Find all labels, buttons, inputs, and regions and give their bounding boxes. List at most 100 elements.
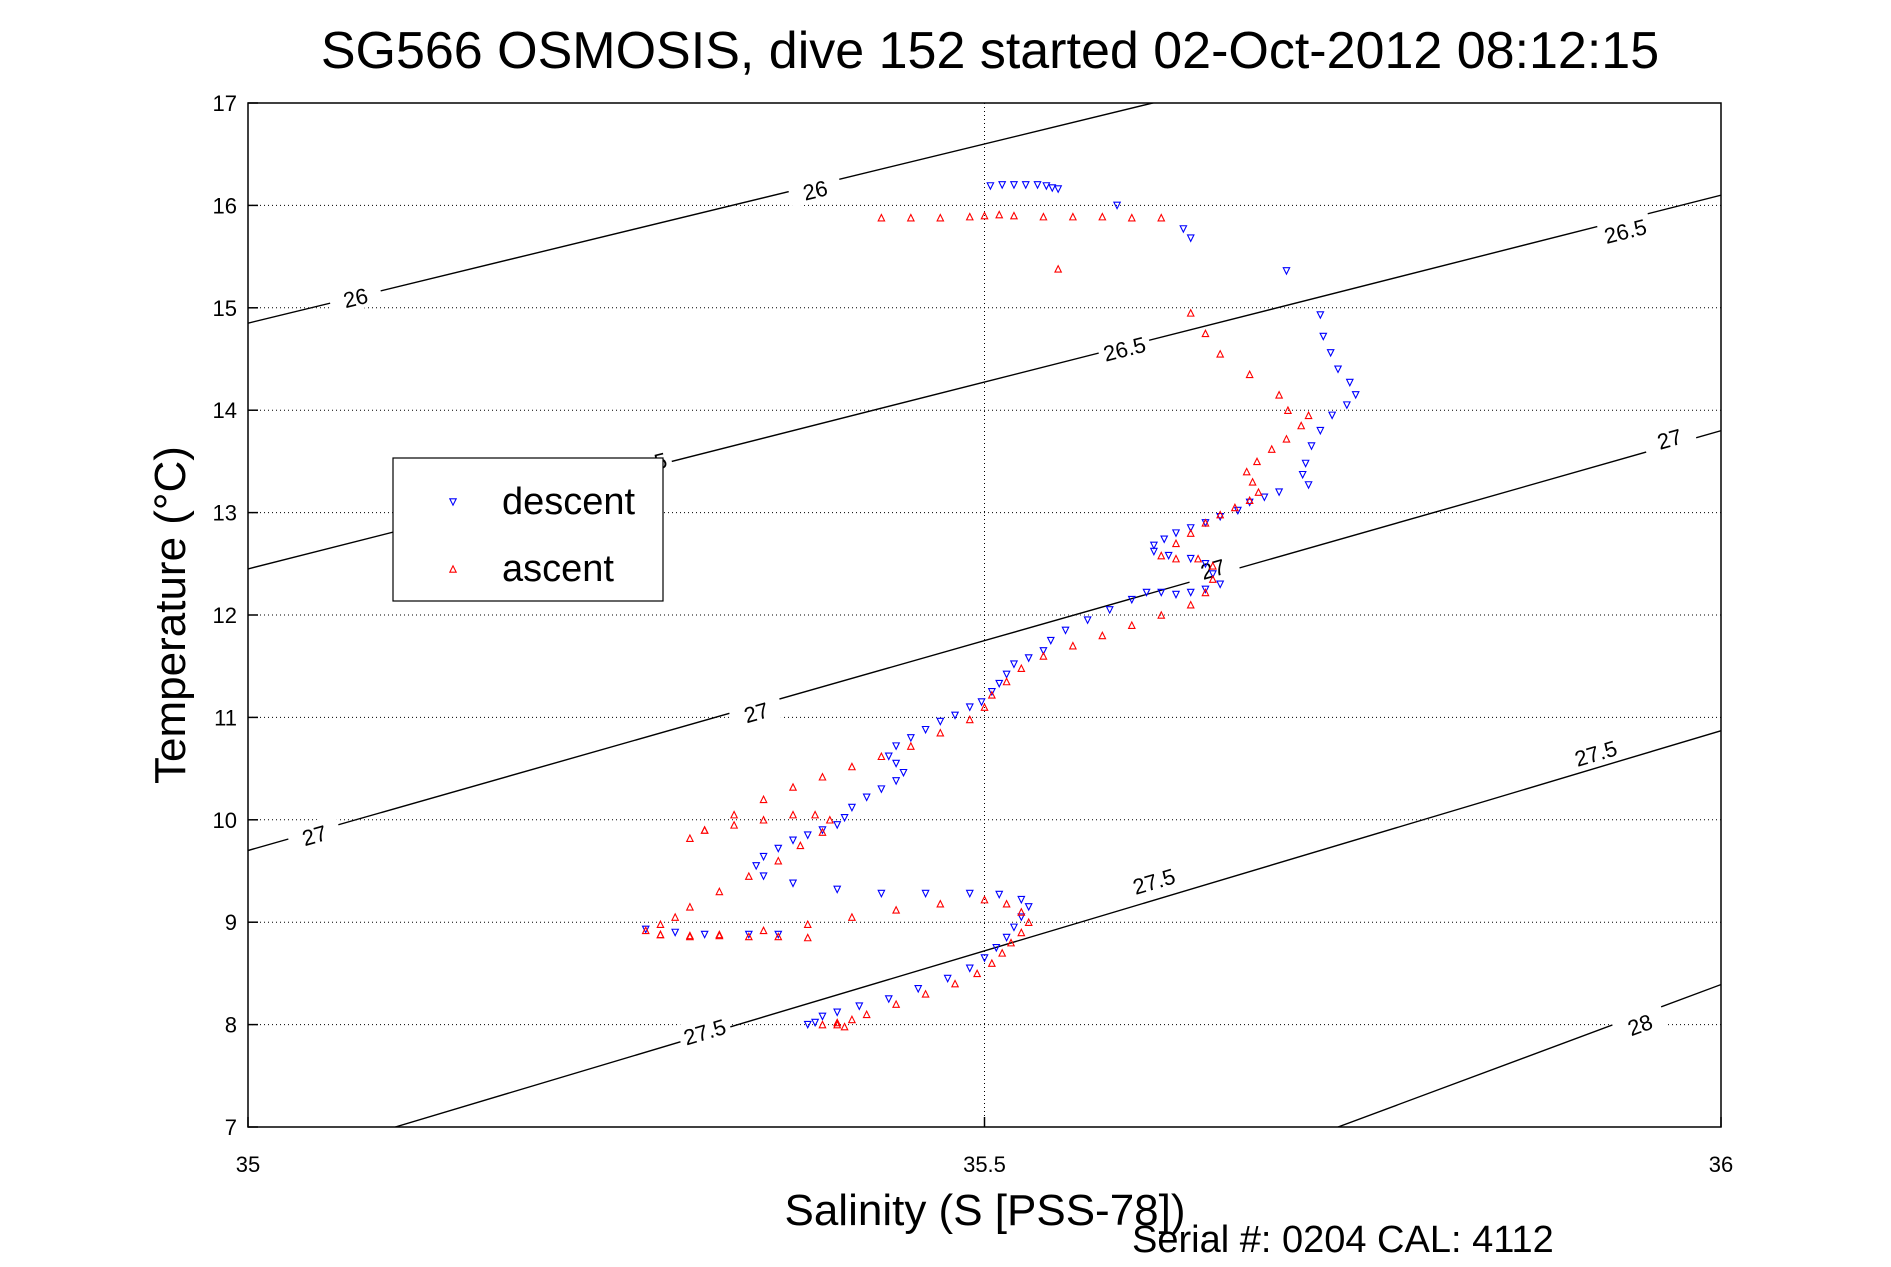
descent-marker <box>833 1008 842 1017</box>
descent-marker <box>855 1002 864 1011</box>
ascent-marker <box>1054 264 1063 273</box>
ascent-marker <box>877 751 886 761</box>
descent-marker <box>1024 903 1033 912</box>
y-tick-label: 9 <box>225 910 237 935</box>
descent-marker <box>788 879 798 888</box>
ascent-marker <box>847 1015 857 1024</box>
ascent-marker <box>1024 917 1033 926</box>
ascent-marker <box>730 810 739 819</box>
ascent-marker <box>1127 213 1136 222</box>
descent-marker <box>774 930 783 939</box>
ascent-marker <box>1201 518 1210 527</box>
ascent-marker <box>1017 928 1026 937</box>
x-tick-label: 35.5 <box>963 1152 1006 1177</box>
contour-label-bg <box>675 1010 733 1051</box>
y-tick-label: 17 <box>213 91 237 116</box>
ascent-marker <box>936 899 945 908</box>
descent-marker <box>1316 311 1325 320</box>
descent-marker <box>1033 181 1042 190</box>
descent-marker <box>1164 551 1173 561</box>
descent-marker <box>818 1012 827 1021</box>
y-tick-label: 13 <box>213 501 237 526</box>
ascent-marker <box>1186 528 1195 537</box>
ascent-marker <box>1186 600 1195 609</box>
ascent-marker <box>1171 538 1181 548</box>
ascent-marker <box>862 1009 871 1019</box>
descent-marker <box>906 734 915 743</box>
ascent-marker <box>833 1020 842 1029</box>
data-markers <box>641 181 1360 1031</box>
ascent-marker <box>744 932 753 941</box>
descent-marker <box>877 785 886 794</box>
ascent-marker <box>1245 369 1254 379</box>
descent-marker <box>892 759 901 768</box>
ascent-marker <box>1039 212 1048 221</box>
ascent-marker <box>1098 631 1107 640</box>
descent-marker <box>1017 913 1026 922</box>
ascent-marker <box>715 931 724 940</box>
descent-marker <box>1201 585 1210 594</box>
descent-marker <box>1275 488 1284 497</box>
ascent-marker <box>1098 212 1107 221</box>
descent-marker <box>759 852 768 862</box>
descent-marker <box>1042 182 1051 191</box>
y-tick-label: 7 <box>225 1115 237 1140</box>
ascent-marker <box>1068 641 1077 650</box>
legend-marker-ascent <box>448 564 458 573</box>
descent-marker <box>833 821 842 830</box>
descent-marker <box>965 964 974 973</box>
grid-lines <box>248 103 1721 1127</box>
descent-marker <box>1061 626 1070 635</box>
ascent-marker <box>1252 456 1262 466</box>
descent-marker <box>892 742 901 751</box>
ascent-marker <box>759 815 768 824</box>
descent-marker <box>818 826 827 835</box>
descent-marker <box>759 872 768 881</box>
descent-marker <box>1245 498 1254 507</box>
ascent-marker <box>774 932 783 941</box>
contour-label-bg <box>1095 328 1153 367</box>
ascent-marker <box>788 782 798 791</box>
ascent-marker <box>759 794 768 804</box>
ascent-marker <box>1201 588 1210 597</box>
descent-marker <box>1149 547 1158 556</box>
ascent-marker <box>1248 477 1257 486</box>
ascent-marker <box>892 999 901 1008</box>
descent-marker <box>1345 378 1354 387</box>
ascent-marker <box>1245 495 1254 505</box>
descent-marker <box>1142 588 1151 597</box>
descent-marker <box>995 890 1004 899</box>
ascent-marker <box>1216 349 1225 358</box>
contour-label: 27.5 <box>1572 736 1620 772</box>
ascent-marker <box>1208 574 1217 583</box>
ascent-marker <box>987 690 996 699</box>
ascent-marker <box>906 741 915 750</box>
ascent-marker <box>950 979 960 988</box>
y-tick-label: 11 <box>214 705 237 730</box>
x-tick-label: 35 <box>236 1152 260 1177</box>
legend-label-descent: descent <box>502 481 636 523</box>
ascent-marker <box>1157 610 1166 619</box>
contour-label-bg <box>1183 548 1242 588</box>
contour-label-bg <box>285 814 343 854</box>
descent-marker <box>977 698 986 707</box>
ascent-marker <box>811 810 820 819</box>
descent-marker <box>744 930 753 939</box>
ascent-marker <box>906 213 915 222</box>
descent-marker <box>884 752 893 761</box>
contour-label: 26 <box>341 283 371 313</box>
ascent-marker <box>1157 551 1166 560</box>
descent-marker <box>1326 349 1335 358</box>
descent-marker <box>1216 512 1225 522</box>
ascent-marker <box>995 210 1004 219</box>
descent-marker <box>936 717 945 726</box>
descent-marker <box>1201 560 1210 569</box>
descent-marker <box>1301 459 1310 468</box>
ascent-marker <box>892 905 901 914</box>
contour-label: 26.5 <box>1101 332 1149 367</box>
descent-marker <box>1319 332 1328 341</box>
contour-label-bg <box>727 691 785 731</box>
ascent-marker <box>1017 907 1026 916</box>
descent-marker <box>884 995 893 1004</box>
